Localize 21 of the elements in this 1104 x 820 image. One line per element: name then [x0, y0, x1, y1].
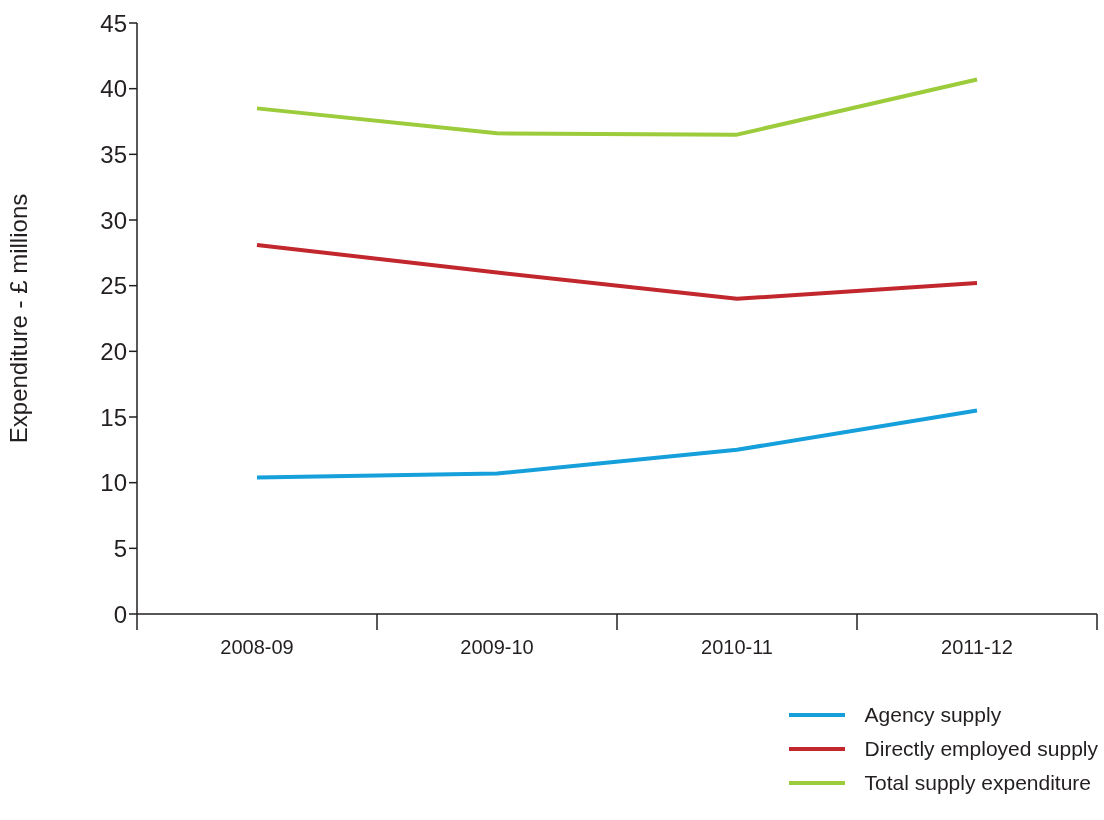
y-tick-label: 35: [100, 140, 127, 168]
x-tick-label: 2011-12: [941, 636, 1013, 658]
y-tick-label: 10: [100, 469, 127, 497]
line-series: [255, 77, 979, 137]
line-series: [255, 408, 979, 480]
legend-label: Total supply expenditure: [864, 771, 1092, 795]
line-series: [255, 242, 979, 301]
y-tick-label: 20: [100, 337, 127, 365]
y-tick-label: 15: [100, 403, 127, 431]
legend-label: Directly employed supply: [864, 737, 1098, 761]
x-tick-label: 2010-11: [701, 636, 773, 658]
y-tick-label: 25: [100, 272, 127, 300]
x-tick-label: 2009-10: [460, 636, 534, 658]
y-axis-title: Expenditure - £ millions: [4, 193, 32, 444]
y-tick-label: 30: [100, 206, 127, 234]
y-tick-label: 5: [113, 534, 127, 562]
legend-label: Agency supply: [864, 703, 1002, 727]
y-tick-label: 0: [113, 600, 127, 628]
y-tick-label: 40: [100, 75, 127, 103]
y-tick-label: 45: [100, 9, 127, 37]
x-tick-label: 2008-09: [220, 636, 294, 658]
